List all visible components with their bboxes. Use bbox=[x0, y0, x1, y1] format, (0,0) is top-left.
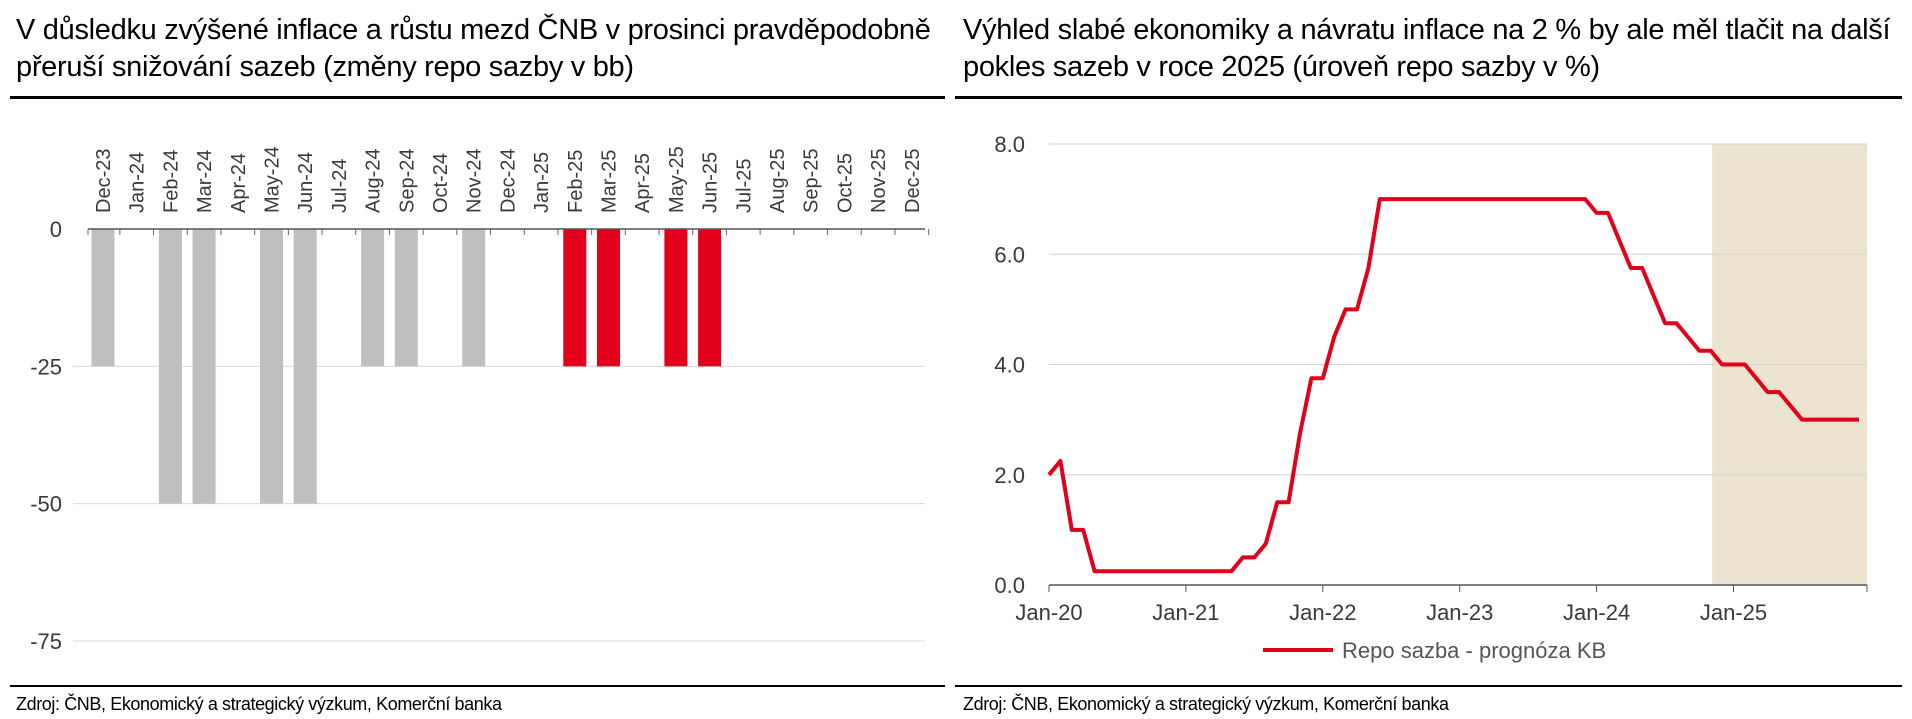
line-x-tick-label: Jan-24 bbox=[1563, 600, 1630, 625]
bar-sep-24 bbox=[394, 229, 418, 367]
bar-x-tick-label: Jun-25 bbox=[700, 152, 722, 213]
bar-x-tick-label: Jun-24 bbox=[295, 152, 317, 213]
bar-x-tick-label: Apr-24 bbox=[228, 153, 250, 213]
bar-x-tick-label: Sep-24 bbox=[396, 149, 418, 214]
right-chart-panel: Výhled slabé ekonomiky a návratu inflace… bbox=[955, 0, 1912, 719]
left-source-note: Zdroj: ČNB, Ekonomický a strategický výz… bbox=[16, 694, 502, 714]
bar-x-tick-label: May-25 bbox=[666, 146, 688, 213]
right-source-rule bbox=[955, 685, 1902, 687]
bar-may-25 bbox=[664, 229, 688, 367]
bar-x-tick-label: Dec-24 bbox=[497, 149, 519, 213]
bar-x-tick-label: Mar-25 bbox=[599, 150, 621, 213]
bar-mar-24 bbox=[192, 229, 216, 504]
left-source-rule bbox=[10, 685, 945, 687]
bar-mar-25 bbox=[597, 229, 620, 367]
bar-jun-24 bbox=[293, 229, 317, 504]
bar-x-tick-label: Mar-24 bbox=[194, 150, 216, 213]
bar-x-tick-label: Aug-25 bbox=[767, 149, 789, 214]
line-y-tick-label: 6.0 bbox=[994, 242, 1025, 267]
bar-x-tick-label: Apr-25 bbox=[632, 153, 654, 213]
legend-label: Repo sazba - prognóza KB bbox=[1342, 638, 1606, 663]
line-x-tick-label: Jan-21 bbox=[1152, 600, 1219, 625]
bar-feb-25 bbox=[563, 229, 587, 367]
bar-x-tick-label: Nov-24 bbox=[464, 149, 486, 213]
line-x-tick-label: Jan-22 bbox=[1289, 600, 1356, 625]
bar-x-tick-label: Oct-24 bbox=[430, 153, 452, 213]
bar-nov-24 bbox=[462, 229, 486, 367]
bar-x-tick-label: Jan-25 bbox=[531, 152, 553, 213]
bar-x-tick-label: Dec-25 bbox=[902, 149, 924, 213]
bar-aug-24 bbox=[361, 229, 385, 367]
line-y-tick-label: 2.0 bbox=[994, 463, 1025, 488]
line-y-tick-label: 0.0 bbox=[994, 573, 1025, 598]
bar-jun-25 bbox=[698, 229, 722, 367]
bar-x-tick-label: May-24 bbox=[262, 146, 284, 213]
bar-x-tick-label: Feb-25 bbox=[565, 150, 587, 213]
bar-y-tick-label: 0 bbox=[50, 217, 62, 242]
line-chart: 0.0 2.0 4.0 6.0 8.0 Jan-20 Jan-21 Jan-22 Jan-23 J… bbox=[994, 132, 1868, 663]
bar-y-tick-label: -25 bbox=[30, 354, 62, 379]
bar-chart: 0 -25 -50 -75 Dec-23 Jan-24 Feb-24 Mar-24 Apr-24… bbox=[30, 146, 930, 654]
left-title-rule bbox=[10, 96, 945, 99]
bar-y-tick-label: -75 bbox=[30, 629, 62, 654]
left-chart-title: V důsledku zvýšené inflace a růstu mezd … bbox=[16, 14, 931, 83]
bar-x-tick-label: Jul-24 bbox=[329, 159, 351, 213]
left-chart-panel: V důsledku zvýšené inflace a růstu mezd … bbox=[0, 0, 945, 719]
bar-x-tick-label: Dec-23 bbox=[93, 149, 115, 213]
right-source-note: Zdroj: ČNB, Ekonomický a strategický výz… bbox=[963, 694, 1449, 714]
right-chart-title: Výhled slabé ekonomiky a návratu inflace… bbox=[963, 14, 1891, 83]
bar-x-tick-label: Feb-24 bbox=[160, 150, 182, 213]
line-y-tick-label: 8.0 bbox=[994, 132, 1025, 157]
bar-x-tick-label: Aug-24 bbox=[363, 149, 385, 214]
line-x-tick-label: Jan-20 bbox=[1015, 600, 1082, 625]
bar-may-24 bbox=[260, 229, 283, 504]
line-x-tick-label: Jan-25 bbox=[1700, 600, 1767, 625]
bar-dec-23 bbox=[91, 229, 115, 367]
bar-x-tick-label: Oct-25 bbox=[834, 153, 856, 213]
right-title-rule bbox=[955, 96, 1902, 99]
bar-x-tick-label: Jan-24 bbox=[127, 152, 149, 213]
bar-x-tick-label: Jul-25 bbox=[733, 159, 755, 213]
bar-x-tick-label: Sep-25 bbox=[801, 149, 823, 214]
bar-feb-24 bbox=[158, 229, 182, 504]
bar-y-tick-label: -50 bbox=[30, 492, 62, 517]
line-x-tick-label: Jan-23 bbox=[1426, 600, 1493, 625]
line-y-tick-label: 4.0 bbox=[994, 353, 1025, 378]
bar-x-tick-label: Nov-25 bbox=[868, 149, 890, 213]
series-line-repo-sazba bbox=[1047, 197, 1859, 574]
